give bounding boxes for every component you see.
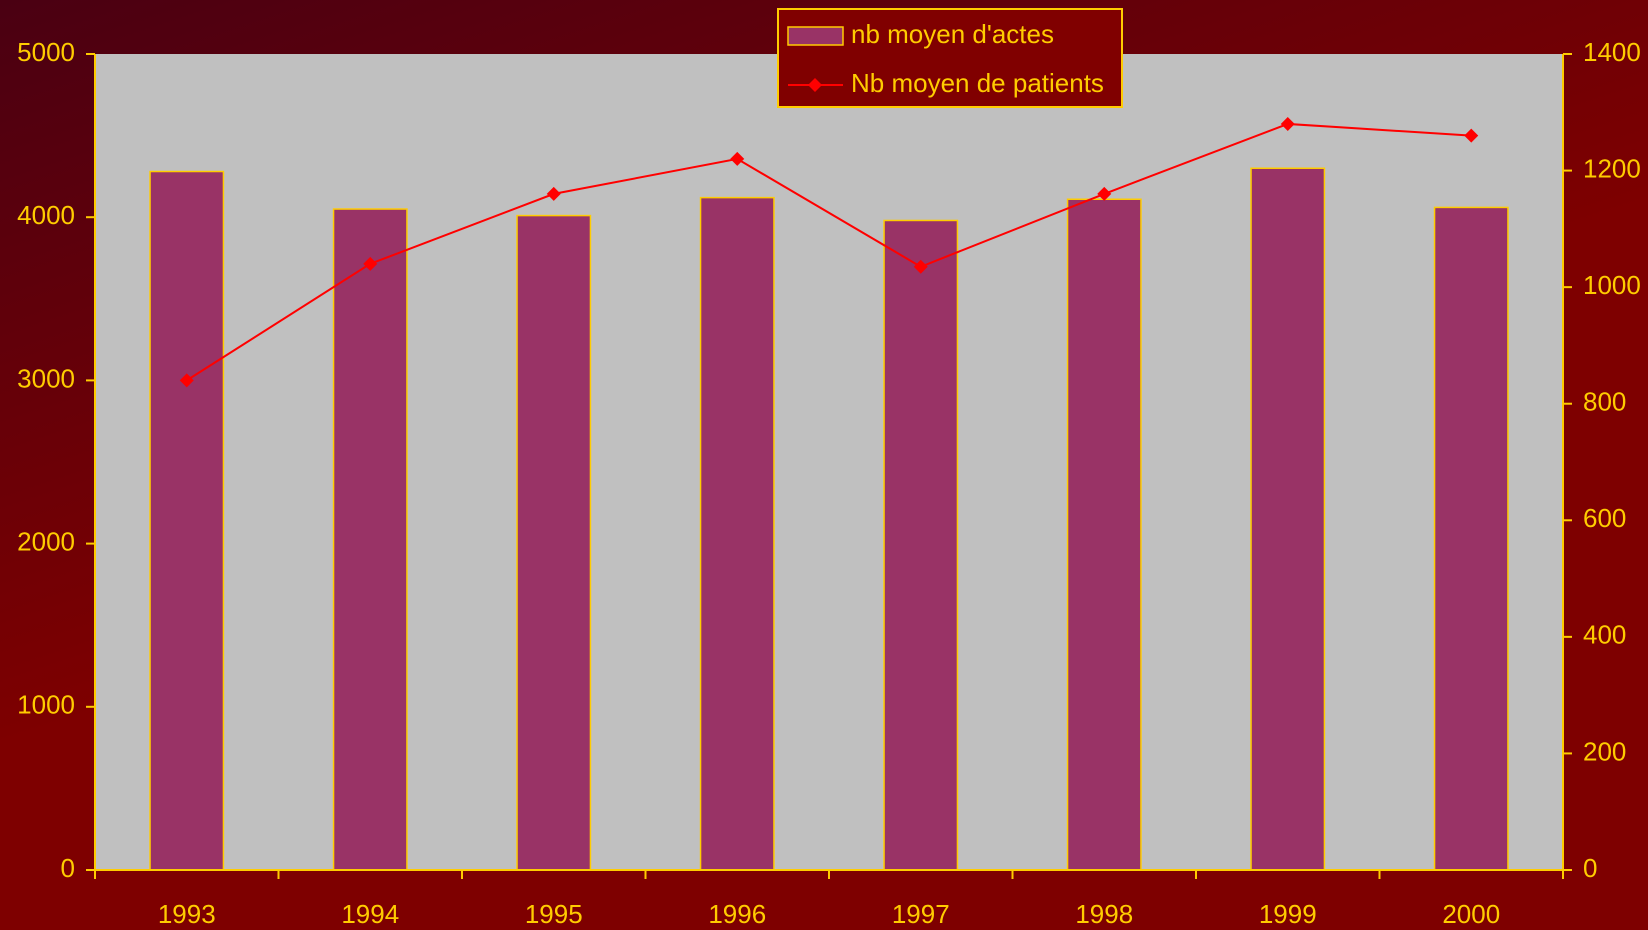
x-tick-label: 1993	[158, 899, 216, 929]
y-tick-label: 4000	[17, 200, 75, 230]
legend-swatch	[808, 78, 822, 92]
x-tick-label: 1999	[1259, 899, 1317, 929]
marker	[546, 186, 561, 201]
y-tick-label: 2000	[17, 526, 75, 556]
bar	[1433, 206, 1509, 871]
y2-tick-label: 200	[1583, 736, 1626, 766]
x-tick-label: 1994	[341, 899, 399, 929]
bar	[1066, 198, 1142, 871]
y2-tick-label: 800	[1583, 387, 1626, 417]
line	[186, 122, 1472, 382]
y2-tick-label: 1400	[1583, 37, 1641, 67]
legend	[777, 8, 1123, 108]
y-tick-label: 3000	[17, 363, 75, 393]
x-tick-label: 1996	[708, 899, 766, 929]
bar	[699, 196, 775, 871]
bar	[332, 208, 408, 871]
marker	[1280, 116, 1295, 131]
y2-tick-label: 400	[1583, 620, 1626, 650]
plot-area	[95, 54, 1563, 870]
marker	[913, 259, 928, 274]
bar	[1250, 167, 1326, 871]
y-tick-label: 0	[61, 853, 75, 883]
bar	[883, 219, 959, 871]
legend-swatch	[787, 26, 844, 46]
bar	[516, 214, 592, 871]
y2-tick-label: 1000	[1583, 270, 1641, 300]
y2-tick-label: 600	[1583, 503, 1626, 533]
marker	[179, 373, 194, 388]
bar	[149, 170, 225, 871]
y2-tick-label: 0	[1583, 853, 1597, 883]
x-tick-label: 1998	[1075, 899, 1133, 929]
x-tick-label: 1995	[525, 899, 583, 929]
y-tick-label: 1000	[17, 690, 75, 720]
x-tick-label: 1997	[892, 899, 950, 929]
y-tick-label: 5000	[17, 37, 75, 67]
marker	[363, 256, 378, 271]
x-tick-label: 2000	[1442, 899, 1500, 929]
legend-label: Nb moyen de patients	[851, 68, 1104, 98]
legend-label: nb moyen d'actes	[851, 19, 1054, 49]
y2-tick-label: 1200	[1583, 153, 1641, 183]
marker	[1097, 186, 1112, 201]
marker	[730, 151, 745, 166]
marker	[1464, 128, 1479, 143]
